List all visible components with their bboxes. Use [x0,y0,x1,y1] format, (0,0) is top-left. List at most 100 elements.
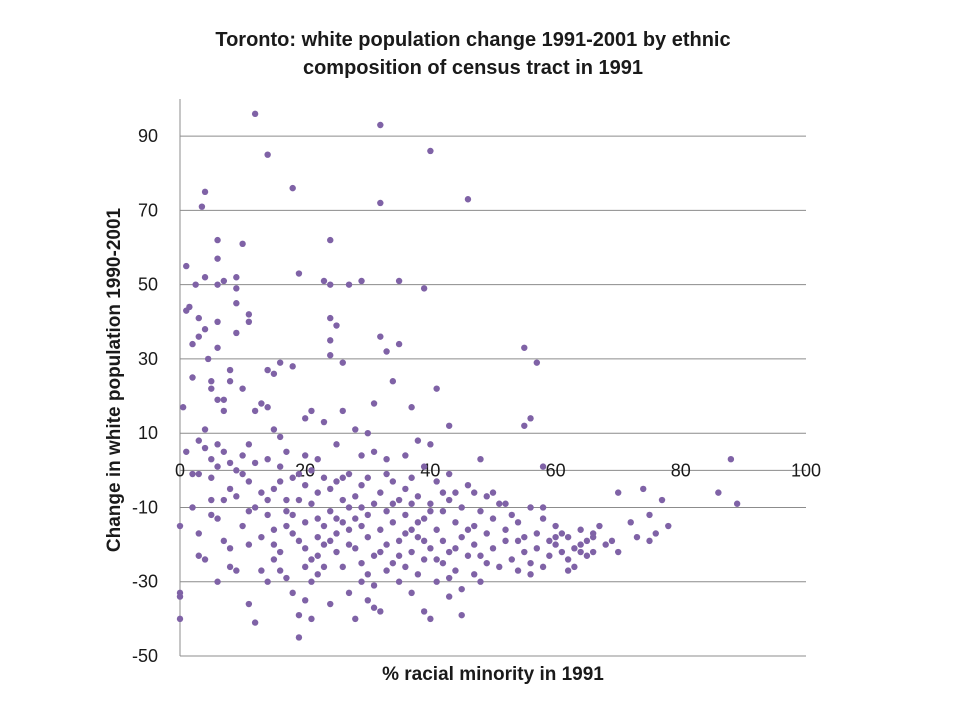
data-point [320,474,328,481]
data-point [258,400,265,407]
data-point [192,281,199,288]
data-point [358,578,365,585]
data-point [477,507,484,515]
data-point [295,496,303,504]
data-point [208,378,215,385]
data-point [364,597,371,604]
axes [179,99,806,656]
data-point [521,422,528,429]
data-point [183,448,190,455]
data-point [414,571,422,578]
data-point [345,589,353,597]
data-point [577,526,584,533]
data-point [370,448,378,455]
data-point [377,199,384,207]
data-point [258,567,265,574]
data-point [427,507,434,515]
data-point [445,496,453,504]
data-point [433,385,440,392]
data-point [327,537,334,545]
data-point [283,496,290,504]
data-point [402,530,409,537]
data-point [339,563,346,571]
data-point [352,515,359,522]
data-point [220,407,228,415]
data-point [377,526,384,533]
data-point [402,485,409,493]
data-point [383,507,390,515]
data-point [183,262,190,270]
data-point [333,478,340,485]
data-point [370,582,378,589]
data-point [233,493,240,500]
data-point [370,500,378,507]
data-point [489,545,497,552]
data-point [452,489,459,496]
data-point [377,548,384,556]
data-point [514,537,522,545]
data-point [377,489,384,496]
data-point [420,556,428,563]
data-point [264,578,271,585]
data-point [302,597,309,604]
y-tick-label: 70 [138,200,158,220]
data-point [320,563,328,571]
data-point [364,430,371,437]
data-point [439,537,447,545]
data-point [320,522,328,530]
data-point [251,407,259,415]
y-tick-label: 50 [138,275,158,295]
data-point [233,567,240,574]
data-point [395,340,403,348]
data-point [314,489,321,496]
data-point [195,470,202,478]
data-point [408,526,415,533]
data-point [245,311,253,318]
x-axis-label: % racial minority in 1991 [382,664,604,685]
data-point [283,448,290,455]
data-point [364,571,371,578]
data-point [176,593,184,600]
data-point [577,541,584,548]
data-point [320,418,328,426]
data-point [327,507,334,515]
data-point [364,474,371,481]
data-point [201,326,209,333]
data-point [589,530,597,537]
data-point [283,507,290,515]
data-point [445,574,453,582]
y-tick-label: -30 [132,572,158,592]
data-point [483,559,490,567]
data-point [201,274,209,281]
data-point [427,441,434,448]
data-point [358,452,365,459]
data-point [496,500,503,507]
data-point [502,537,509,545]
data-point [270,370,278,377]
data-point [264,511,271,519]
data-point [508,511,515,519]
data-point [489,489,497,496]
data-point [295,270,303,277]
data-point [527,559,534,567]
data-point [339,519,346,526]
data-point [258,533,265,541]
data-point [533,545,541,552]
data-point [276,433,284,441]
y-tick-label: 90 [138,126,158,146]
data-point [239,470,246,478]
data-point [546,552,553,559]
data-point [521,548,528,556]
data-point [383,455,390,463]
data-point [564,567,572,574]
data-point [408,404,415,411]
data-point [208,511,215,519]
data-point [270,485,278,493]
data-point [464,526,472,533]
data-point [389,478,397,485]
data-point [220,496,228,504]
data-point [514,567,522,574]
data-point [276,359,284,366]
data-point [327,314,334,322]
data-point [458,504,465,511]
